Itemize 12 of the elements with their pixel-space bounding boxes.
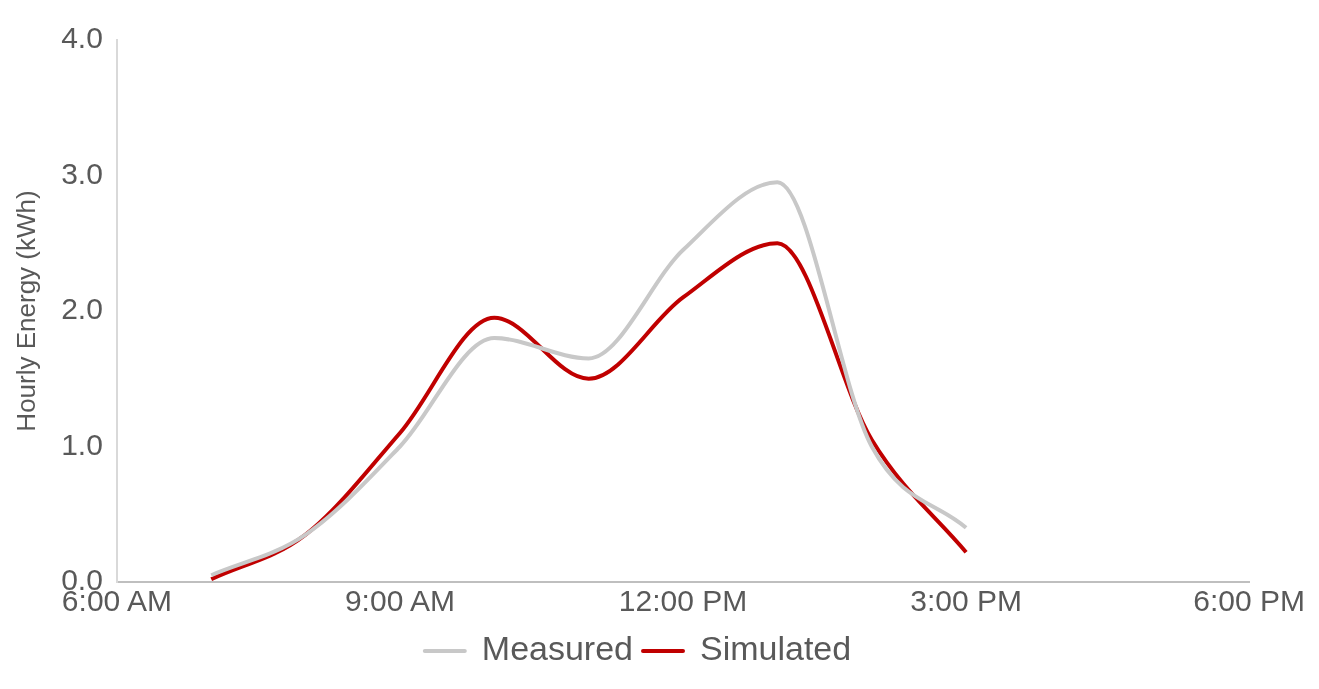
legend-label: Simulated <box>700 629 852 668</box>
x-tick-label: 9:00 AM <box>344 584 455 618</box>
x-tick-label: 3:00 PM <box>910 584 1022 618</box>
x-tick-label: 6:00 PM <box>1193 584 1306 618</box>
x-tick-label: 12:00 PM <box>618 584 748 618</box>
y-axis-title: Hourly Energy (kWh) <box>10 190 41 432</box>
legend-label: Measured <box>481 629 634 668</box>
y-tick-label: 1.0 <box>61 427 103 461</box>
y-tick-label: 3.0 <box>61 156 103 190</box>
y-tick-label: 4.0 <box>61 21 103 55</box>
y-tick-label: 2.0 <box>61 292 103 326</box>
line-series <box>209 180 969 578</box>
